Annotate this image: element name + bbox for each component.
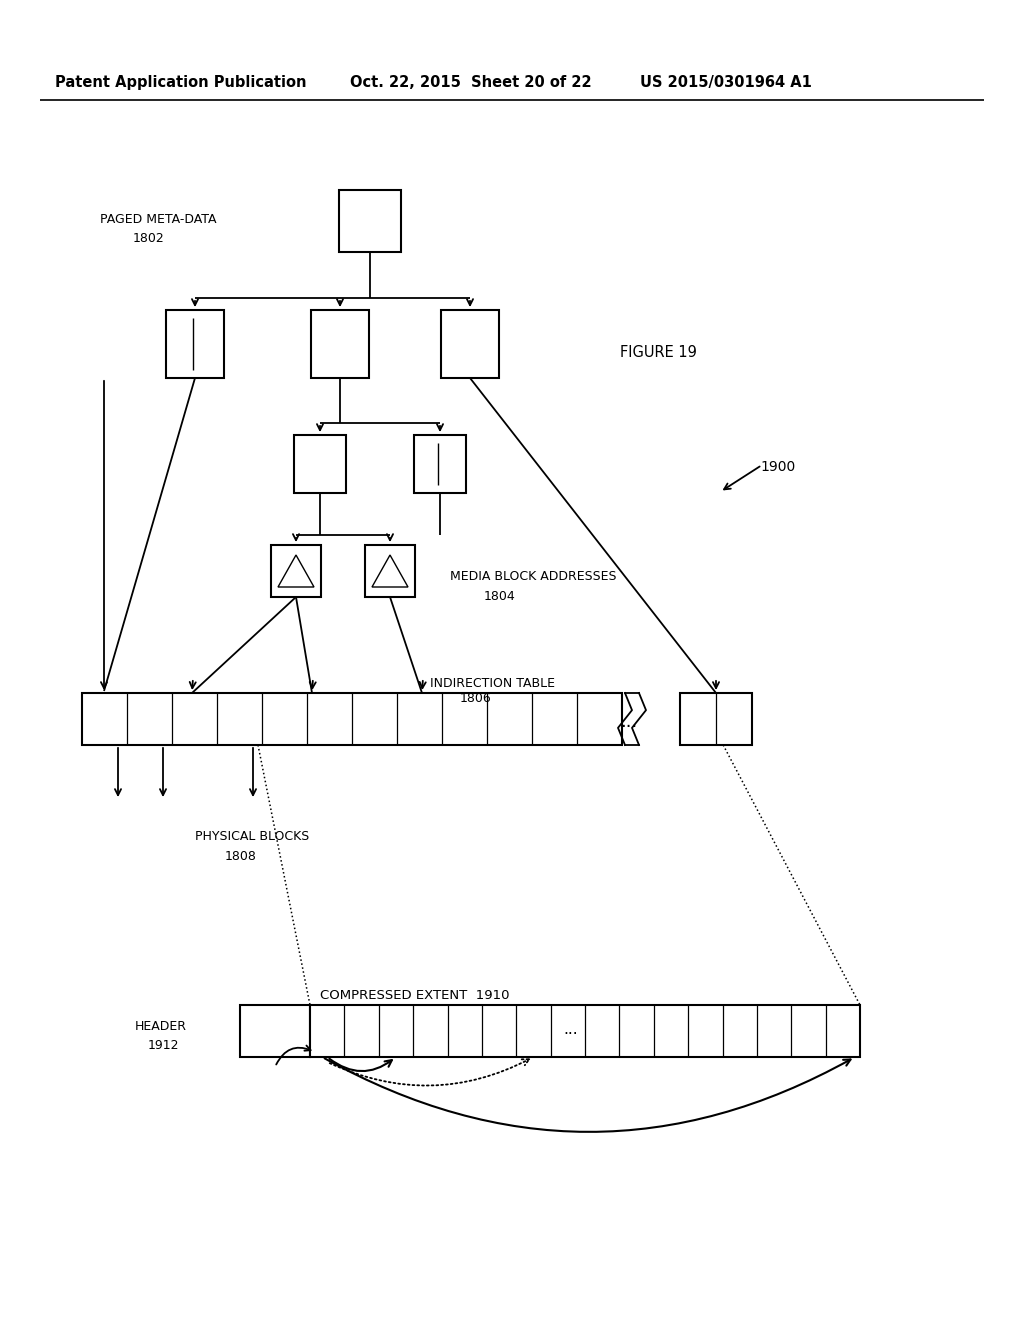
Text: Patent Application Publication: Patent Application Publication — [55, 75, 306, 90]
Text: 1804: 1804 — [484, 590, 516, 603]
Bar — [414, 436, 466, 492]
Text: 1808: 1808 — [225, 850, 257, 863]
Bar — [310, 1005, 860, 1057]
Text: INDIRECTION TABLE: INDIRECTION TABLE — [430, 677, 555, 690]
Text: HEADER: HEADER — [135, 1020, 187, 1034]
Text: Oct. 22, 2015  Sheet 20 of 22: Oct. 22, 2015 Sheet 20 of 22 — [350, 75, 592, 90]
Text: COMPRESSED EXTENT  1910: COMPRESSED EXTENT 1910 — [319, 989, 510, 1002]
Bar — [82, 693, 622, 744]
Text: 1806: 1806 — [460, 692, 492, 705]
Bar — [365, 545, 415, 597]
Text: ...: ... — [563, 1022, 578, 1038]
Bar — [271, 545, 321, 597]
Bar — [680, 693, 752, 744]
Text: 1912: 1912 — [148, 1039, 179, 1052]
Text: PHYSICAL BLOCKS: PHYSICAL BLOCKS — [195, 830, 309, 843]
Text: 1802: 1802 — [133, 232, 165, 246]
Text: FIGURE 19: FIGURE 19 — [620, 345, 697, 360]
Bar — [441, 310, 499, 378]
Bar — [311, 310, 369, 378]
Text: US 2015/0301964 A1: US 2015/0301964 A1 — [640, 75, 812, 90]
Bar — [294, 436, 346, 492]
Text: PAGED META-DATA: PAGED META-DATA — [100, 213, 216, 226]
Bar — [240, 1005, 310, 1057]
Bar — [339, 190, 401, 252]
Text: ...: ... — [620, 713, 637, 731]
Text: 1900: 1900 — [760, 459, 796, 474]
Bar — [166, 310, 224, 378]
Text: MEDIA BLOCK ADDRESSES: MEDIA BLOCK ADDRESSES — [450, 570, 616, 583]
